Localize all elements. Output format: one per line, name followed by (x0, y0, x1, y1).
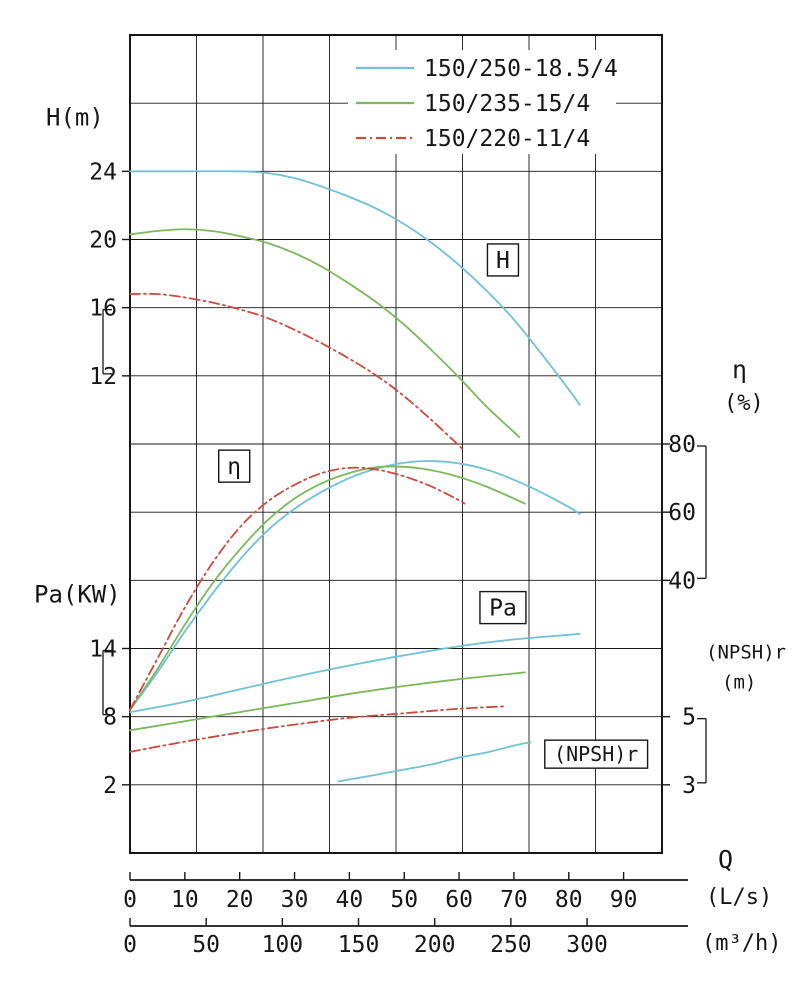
curve-h-150-220-11-4 (129, 292, 466, 452)
x-tick-label-ls: 60 (445, 887, 473, 913)
x-tick-label-ls: 30 (281, 887, 309, 913)
legend-label: 150/220-11/4 (424, 126, 590, 152)
x-tick-label-m3h: 0 (123, 932, 137, 958)
x-tick-label-ls: 40 (336, 887, 364, 913)
x-tick-label-m3h: 250 (490, 932, 532, 958)
x-tick-label-ls: 90 (610, 887, 638, 913)
y-tick-label-eta: 60 (668, 500, 696, 526)
axis-title-npshr: (NPSH)r (706, 642, 786, 664)
x-tick-label-m3h: 50 (192, 932, 220, 958)
y-tick-label-eta: 80 (668, 432, 696, 458)
curve-eta-150-250-18-5-4 (129, 460, 581, 711)
x-tick-label-m3h: 100 (262, 932, 304, 958)
curve-h-150-235-15-4 (129, 228, 521, 439)
curve-label-box (479, 590, 527, 625)
x-tick-label-ls: 20 (226, 887, 254, 913)
curve-pa-150-250-18-5-4 (129, 632, 581, 714)
x-tick-label-ls: 50 (390, 887, 418, 913)
curve-eta-150-235-15-4 (129, 465, 526, 711)
x-tick-label-m3h: 200 (414, 932, 456, 958)
y-tick-label-NPSH: 5 (682, 705, 696, 731)
curve-label-h: H (496, 248, 510, 274)
curve-label-box (544, 739, 649, 769)
x-axis-unit-ls: (L/s) (706, 885, 772, 910)
x-tick-label-ls: 0 (123, 887, 137, 913)
y-tick-label-H: 20 (89, 228, 117, 254)
curve-h-150-250-18-5-4 (129, 170, 581, 406)
x-tick-label-m3h: 300 (566, 932, 608, 958)
curve-npsh-150-250-18-5-4 (337, 741, 532, 783)
curve-pa-150-220-11-4 (129, 705, 504, 753)
axis-title-pa: Pa(KW) (34, 581, 121, 609)
x-tick-label-ls: 80 (555, 887, 583, 913)
axis-unit-eta: (%) (724, 391, 764, 416)
curve-label-box (486, 243, 520, 277)
y-tick-label-NPSH: 3 (682, 773, 696, 799)
axis-unit-npshr: (m) (722, 672, 756, 694)
curve-label-pa: Pa (489, 596, 517, 622)
curve-eta-150-220-11-4 (129, 466, 466, 711)
y-tick-label-Pa: 2 (103, 773, 117, 799)
x-axis-name: Q (718, 845, 733, 874)
legend-label: 150/250-18.5/4 (424, 56, 618, 82)
curve-label-npsh: (NPSH)r (554, 742, 638, 766)
x-tick-label-m3h: 150 (338, 932, 380, 958)
x-axis-unit-m3h: (m³/h) (702, 931, 781, 956)
y-tick-label-eta: 40 (668, 568, 696, 594)
y-tick-label-Pa: 8 (103, 705, 117, 731)
axis-title-h: H(m) (46, 103, 104, 131)
curve-label-box (218, 449, 251, 483)
curve-pa-150-235-15-4 (129, 671, 526, 732)
axis-title-eta: η (732, 355, 747, 384)
legend-label: 150/235-15/4 (424, 91, 590, 117)
x-tick-label-ls: 10 (171, 887, 199, 913)
x-tick-label-ls: 70 (500, 887, 528, 913)
y-tick-label-H: 24 (89, 159, 117, 185)
curve-label-eta: η (227, 454, 241, 480)
